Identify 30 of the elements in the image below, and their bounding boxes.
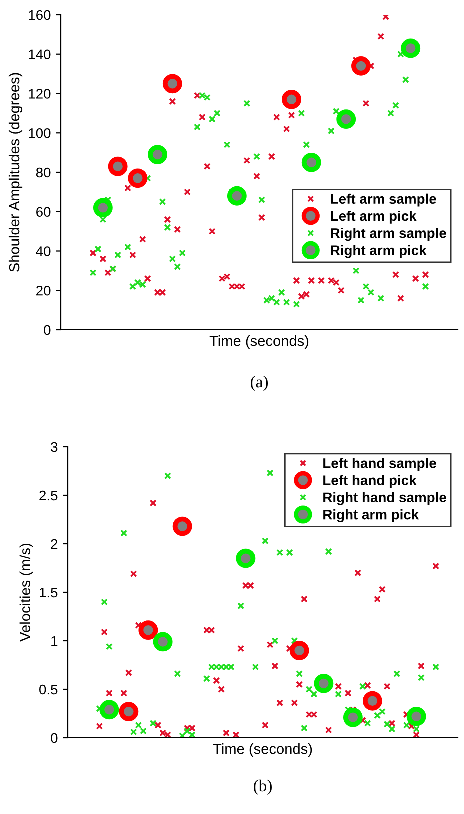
legend-label: Right arm pick — [324, 510, 420, 523]
y-axis-title: Velocities (m/s) — [20, 544, 34, 642]
legend-label: Left arm pick — [331, 210, 417, 224]
legend-label: Left arm sample — [331, 194, 436, 207]
y-axis-title: Shoulder Amplitudes (degrees) — [8, 73, 23, 272]
y-tick-label: 100 — [29, 128, 51, 138]
y-tick-label: 160 — [29, 10, 51, 20]
y-tick-label: 0 — [44, 325, 51, 336]
text: (a) — [250, 376, 268, 392]
legend-label: Left hand sample — [324, 458, 436, 472]
y-tick-label: 20 — [36, 286, 51, 296]
y-tick-label: 120 — [29, 89, 51, 99]
y-tick-label: 40 — [36, 246, 51, 256]
legend-label: Right hand sample — [324, 492, 446, 506]
y-tick-label: 3 — [51, 442, 58, 452]
y-tick-label: 2 — [51, 539, 58, 550]
y-tick-label: 60 — [36, 207, 51, 218]
legend-label: Right arm sample — [331, 228, 446, 242]
y-tick-label: 80 — [36, 168, 51, 178]
x-axis-title: Time (seconds) — [210, 336, 309, 350]
y-tick-label: 0.5 — [40, 684, 58, 695]
y-tick-label: 2.5 — [40, 490, 58, 501]
y-tick-label: 1.5 — [40, 588, 58, 598]
y-tick-label: 140 — [29, 50, 51, 60]
x-axis-title: Time (seconds) — [213, 744, 312, 758]
text: (b) — [254, 780, 272, 796]
y-tick-label: 0 — [51, 733, 58, 744]
legend-label: Right arm pick — [331, 245, 427, 258]
legend-label: Left hand pick — [324, 475, 417, 488]
y-tick-label: 1 — [52, 636, 58, 646]
